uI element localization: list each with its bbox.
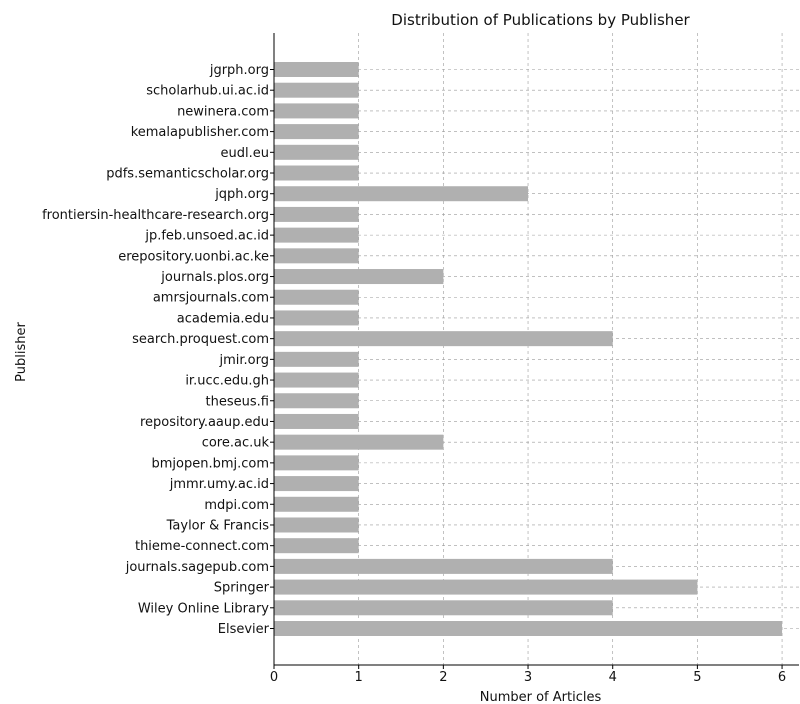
chart-title: Distribution of Publications by Publishe…: [391, 11, 690, 29]
bar: [274, 351, 359, 367]
bar: [274, 331, 613, 347]
x-tick-label: 5: [693, 670, 701, 685]
y-tick-label: amrsjournals.com: [153, 291, 269, 306]
bar: [274, 206, 359, 222]
bar: [274, 310, 359, 326]
x-tick-label: 0: [270, 670, 278, 685]
bar: [274, 269, 444, 285]
y-tick-label: ir.ucc.edu.gh: [185, 374, 269, 389]
y-tick-label: repository.aaup.edu: [140, 415, 269, 430]
x-tick-labels: 0 1 2 3 4 5 6: [270, 670, 786, 685]
x-tick-label: 1: [355, 670, 363, 685]
y-tick-label: erepository.uonbi.ac.ke: [118, 249, 269, 264]
y-tick-label: Springer: [214, 581, 270, 596]
bar: [274, 227, 359, 243]
y-tick-labels: Elsevier Wiley Online Library Springer jour…: [42, 63, 270, 637]
bar: [274, 517, 359, 533]
y-tick-label: jp.feb.unsoed.ac.id: [144, 229, 269, 244]
bar: [274, 289, 359, 305]
y-tick-label: journals.sagepub.com: [125, 560, 269, 575]
bar: [274, 621, 783, 636]
y-tick-label: jgrph.org: [209, 63, 269, 78]
bar: [274, 103, 359, 119]
y-tick-label: academia.edu: [177, 311, 269, 326]
bar: [274, 455, 359, 471]
y-tick-label: thieme-connect.com: [135, 539, 269, 554]
y-tick-label: core.ac.uk: [202, 436, 270, 451]
y-tick-label: eudl.eu: [221, 146, 269, 161]
y-tick-label: journals.plos.org: [160, 270, 269, 285]
y-tick-label: newinera.com: [177, 104, 269, 119]
axes: [270, 33, 799, 669]
y-tick-label: mdpi.com: [204, 498, 269, 513]
bar: [274, 393, 359, 409]
y-tick-label: theseus.fi: [206, 394, 269, 409]
y-tick-label: jmir.org: [219, 353, 270, 368]
x-tick-label: 6: [778, 670, 786, 685]
bar: [274, 124, 359, 140]
bar: [274, 434, 444, 450]
bar: [274, 476, 359, 492]
y-tick-label: Taylor & Francis: [166, 518, 270, 533]
x-tick-label: 2: [439, 670, 447, 685]
bar: [274, 186, 529, 202]
bar: [274, 144, 359, 160]
x-axis-title: Number of Articles: [480, 690, 602, 704]
bar: [274, 579, 698, 595]
x-tick-label: 3: [524, 670, 532, 685]
y-tick-label: scholarhub.ui.ac.id: [146, 84, 269, 99]
y-tick-label: bmjopen.bmj.com: [151, 456, 269, 471]
y-tick-label: pdfs.semanticscholar.org: [106, 167, 269, 182]
bar: [274, 372, 359, 388]
y-tick-label: jqph.org: [214, 187, 269, 202]
bar: [274, 496, 359, 512]
y-tick-label: Elsevier: [218, 622, 270, 637]
bar: [274, 558, 613, 574]
y-tick-label: Wiley Online Library: [138, 601, 269, 616]
y-axis-title: Publisher: [14, 322, 29, 382]
y-tick-label: jmmr.umy.ac.id: [169, 477, 269, 492]
bar: [274, 62, 359, 77]
y-tick-label: search.proquest.com: [132, 332, 269, 347]
x-tick-label: 4: [609, 670, 617, 685]
bar: [274, 538, 359, 554]
bar: [274, 413, 359, 429]
bar: [274, 248, 359, 264]
bar: [274, 82, 359, 98]
y-tick-label: frontiersin-healthcare-research.org: [42, 208, 269, 223]
bar: [274, 600, 613, 616]
bar: [274, 165, 359, 181]
y-tick-label: kemalapublisher.com: [131, 125, 269, 140]
bars: [274, 62, 783, 636]
